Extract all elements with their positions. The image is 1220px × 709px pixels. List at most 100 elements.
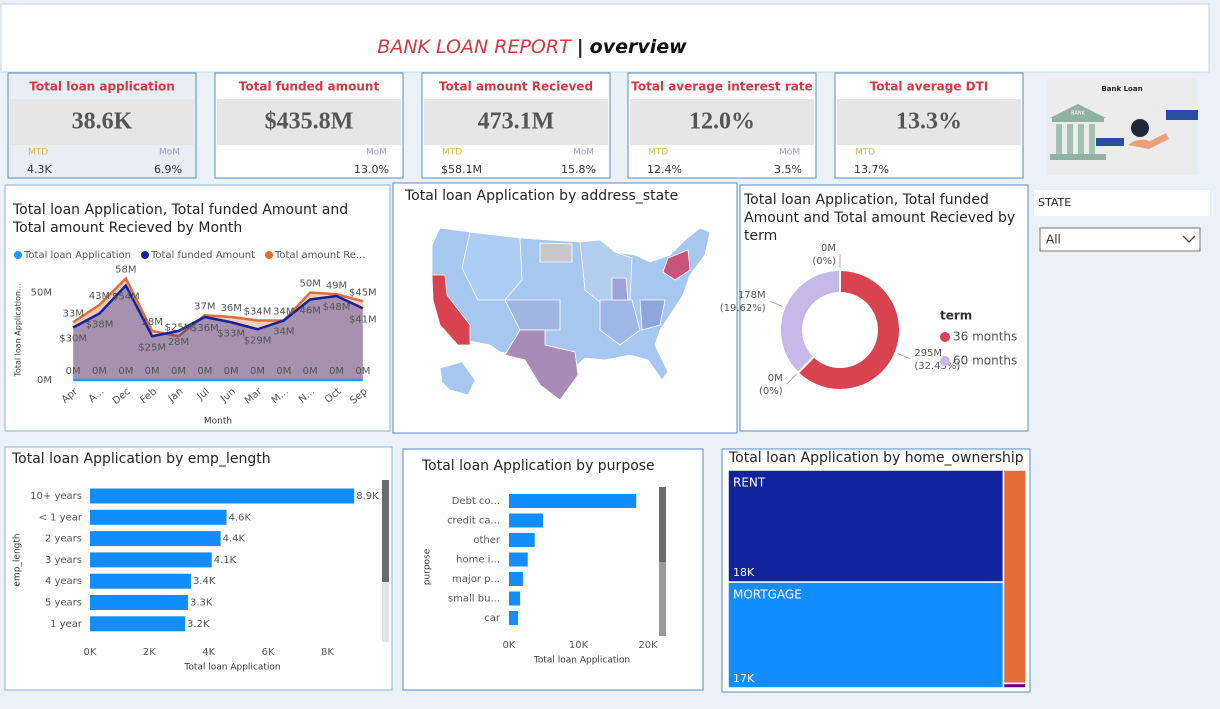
data-label: 58M bbox=[115, 265, 136, 276]
legend-marker bbox=[140, 251, 149, 259]
panel-purpose bbox=[402, 448, 704, 691]
kpi-value: 13.3% bbox=[896, 109, 962, 135]
y-tick-label: 0M bbox=[37, 375, 52, 386]
data-label: 43M bbox=[89, 291, 110, 302]
kpi-mom-label: MoM bbox=[573, 148, 594, 158]
treemap-tile bbox=[727, 469, 1005, 583]
legend-marker bbox=[940, 356, 950, 366]
leader-line bbox=[786, 373, 797, 385]
y-tick-label: small bu... bbox=[448, 594, 500, 605]
filter-dropdown[interactable] bbox=[1039, 227, 1201, 252]
chart-title: Total loan Application by address_state bbox=[405, 188, 679, 204]
y-tick-label: 3 years bbox=[45, 555, 82, 566]
data-label: 3.2K bbox=[187, 619, 210, 630]
kpi-value-box bbox=[10, 99, 194, 145]
kpi-mom-value: 3.5% bbox=[774, 163, 802, 176]
header-main: BANK LOAN REPORT bbox=[377, 36, 572, 58]
treemap-tile bbox=[1002, 682, 1027, 689]
data-label: 0M bbox=[821, 243, 836, 254]
kpi-mom-label: MoM bbox=[366, 148, 387, 158]
data-label: 46M bbox=[299, 306, 320, 317]
us-map bbox=[431, 227, 711, 401]
kpi-value: 12.0% bbox=[689, 109, 755, 135]
series-line bbox=[72, 276, 364, 338]
y-tick-label: Debt co... bbox=[452, 496, 500, 507]
chart-title: Total loan Application, Total funded Amo… bbox=[744, 192, 1016, 244]
data-label: $36M bbox=[191, 323, 219, 334]
data-label: 0M bbox=[768, 373, 783, 384]
legend-label: 60 months bbox=[953, 354, 1017, 368]
y-tick-label: 10+ years bbox=[30, 491, 82, 502]
data-label: 0M bbox=[329, 366, 344, 377]
bar bbox=[509, 591, 521, 606]
data-label: $25M bbox=[165, 322, 193, 333]
data-label: $41M bbox=[349, 314, 377, 325]
data-label: 295M bbox=[914, 348, 942, 359]
y-axis-label: Total loan Application... bbox=[14, 283, 23, 377]
data-label: 3.3K bbox=[190, 598, 213, 609]
kpi-mtd-value: 4.3K bbox=[27, 163, 52, 176]
data-label: 37M bbox=[194, 301, 215, 312]
data-label-percent: (19.62%) bbox=[720, 303, 766, 314]
legend-label: Total amount Re... bbox=[274, 250, 365, 261]
chart-title: Total loan Application, Total funded Amo… bbox=[13, 202, 349, 236]
filter-value[interactable]: All bbox=[1046, 233, 1061, 247]
data-label: 28M bbox=[168, 337, 189, 348]
y-tick-label: 5 years bbox=[45, 598, 82, 609]
y-tick-label: major p... bbox=[452, 574, 500, 585]
header-box bbox=[0, 3, 1210, 73]
kpi-value-box bbox=[217, 99, 401, 145]
scrollbar-purpose-thumb[interactable] bbox=[659, 487, 666, 562]
y-tick-label: 50M bbox=[31, 288, 52, 299]
data-label: $45M bbox=[349, 287, 377, 298]
data-label: 50M bbox=[299, 279, 320, 290]
data-label: 33M bbox=[62, 308, 83, 319]
data-label: 0M bbox=[303, 366, 318, 377]
kpi-mtd-value: 12.4% bbox=[647, 163, 682, 176]
data-label: 4.4K bbox=[223, 534, 246, 545]
kpi-title: Total amount Recieved bbox=[439, 80, 593, 94]
x-tick-label: 0K bbox=[503, 640, 516, 651]
legend-label: Total loan Application bbox=[23, 250, 131, 261]
scrollbar-emp-thumb[interactable] bbox=[382, 480, 389, 582]
y-tick-label: other bbox=[473, 535, 501, 546]
y-tick-label: home i... bbox=[456, 555, 500, 566]
kpi-mtd-label: MTD bbox=[28, 148, 48, 158]
series-area bbox=[73, 285, 363, 380]
bar bbox=[509, 533, 535, 547]
kpi-title: Total loan application bbox=[29, 80, 175, 94]
bar bbox=[90, 573, 191, 589]
kpi-mtd-label: MTD bbox=[648, 148, 668, 158]
kpi-mom-value: 13.0% bbox=[354, 163, 389, 176]
kpi-value: 473.1M bbox=[478, 109, 555, 135]
data-label: 3.4K bbox=[193, 576, 216, 587]
header-subtitle: overview bbox=[590, 36, 687, 58]
tile-label: MORTGAGE bbox=[733, 588, 802, 602]
data-label: 0M bbox=[171, 366, 186, 377]
bar bbox=[90, 595, 188, 610]
kpi-mtd-label: MTD bbox=[855, 148, 875, 158]
bar bbox=[90, 488, 355, 504]
leader-line bbox=[897, 353, 911, 360]
logo-bank bbox=[1050, 104, 1198, 160]
data-label: $48M bbox=[323, 302, 351, 313]
y-tick-label: < 1 year bbox=[39, 512, 83, 523]
kpi-value-box bbox=[630, 99, 814, 145]
x-axis-label: Total loan Application bbox=[183, 663, 280, 673]
bar bbox=[90, 616, 185, 632]
x-tick-label: 0K bbox=[84, 647, 97, 658]
header-title: BANK LOAN REPORT | overview bbox=[377, 36, 687, 58]
data-label: $34M bbox=[244, 307, 272, 318]
x-axis-label: Total loan Application bbox=[533, 656, 630, 666]
chart-title: Total loan Application by home_ownership bbox=[729, 450, 1024, 466]
data-label: 0M bbox=[355, 366, 370, 377]
data-label: 0M bbox=[145, 366, 160, 377]
x-tick-label: 10K bbox=[569, 640, 589, 651]
y-tick-label: 2 years bbox=[45, 534, 82, 545]
logo-sign: BANK bbox=[1071, 111, 1086, 117]
leader-line bbox=[769, 300, 783, 307]
kpi-value: $435.8M bbox=[265, 109, 354, 135]
y-tick-label: car bbox=[484, 613, 501, 624]
chart-title: Total loan Application by purpose bbox=[422, 458, 655, 474]
